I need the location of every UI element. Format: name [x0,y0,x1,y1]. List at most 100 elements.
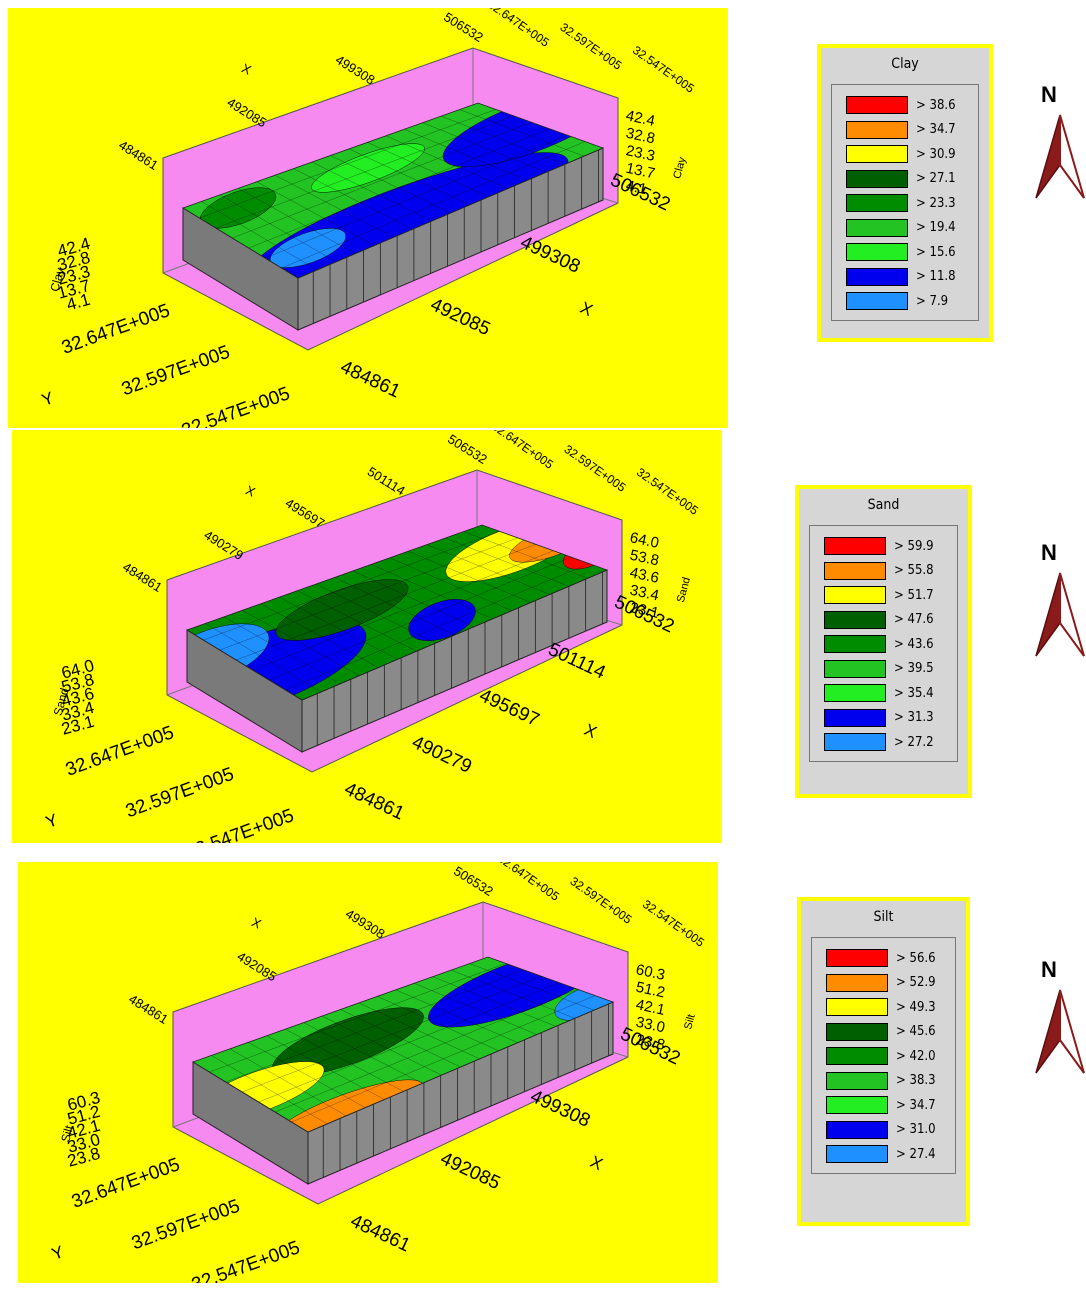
surface-mesh [389,557,512,611]
surface-mesh [248,1042,366,1108]
surface-mesh [219,537,518,651]
legend-label: > 30.9 [916,146,956,162]
surface-mesh [422,122,546,173]
north-arrow: N [1035,82,1085,199]
legend-entry: > 56.6 [826,946,947,971]
legend-entry: > 31.0 [826,1118,947,1143]
legend-label: > 11.8 [916,269,956,285]
legend-swatch [846,267,908,286]
z-tick-label: 33.0 [634,1014,666,1037]
legend-label: > 55.8 [894,563,934,579]
legend-label: > 52.9 [896,975,936,991]
surface-mesh [225,969,524,1083]
legend-swatch [824,586,886,605]
legend-label: > 31.3 [894,710,934,726]
legend-swatch [846,120,908,139]
legend-entry: > 49.3 [826,995,947,1020]
legend-box: > 38.6 > 34.7 > 30.9 > 27.1 > 23.3 > 19.4 > 15… [831,84,979,321]
surface-mesh [463,531,589,579]
north-arrow: N [1035,540,1085,657]
legend-entry: > 52.9 [826,971,947,996]
z-axis-label: Clay [47,266,67,293]
surface-mesh [371,564,493,619]
north-label: N [1041,957,1057,982]
surface-mesh [377,996,499,1051]
legend: Clay > 38.6 > 34.7 > 30.9 > 27.1 > 23.3 > 19.4… [817,44,993,342]
z-tick-label: 23.1 [628,599,660,622]
legend-box: > 59.9 > 55.8 > 51.7 > 47.6 > 43.6 > 39.5 > 35… [809,525,958,762]
surface-mesh [385,135,508,189]
legend-swatch [824,733,886,752]
surface-mesh [432,976,556,1027]
surface-mesh [330,155,451,214]
legend-label: > 56.6 [896,950,936,966]
surface-mesh [203,531,500,641]
legend-label: > 27.2 [894,734,934,750]
surface-mesh [408,551,531,603]
legend-title: Clay [891,56,919,72]
surface-mesh [315,583,436,644]
legend-entry: > 27.1 [846,167,970,192]
legend-swatch [826,949,888,968]
surface-mesh [242,610,360,676]
legend-entry: > 59.9 [824,534,949,559]
legend-entry: > 34.7 [846,118,970,143]
surface-mesh [321,1015,442,1076]
z-tick-label: 33.4 [628,582,660,605]
legend-swatch [824,708,886,727]
surface-mesh [367,142,489,197]
legend-swatch [826,1096,888,1115]
surface-mesh [238,188,356,254]
surface-mesh [334,577,455,636]
surface-plot: 4848614848614920854920854993084993085065… [18,862,718,1283]
surface-mesh [426,544,550,595]
surface-mesh [219,194,337,262]
legend-swatch [826,1071,888,1090]
z-tick-label: 42.1 [634,996,666,1019]
legend-label: > 49.3 [896,999,936,1015]
surface-mesh [469,963,595,1011]
surface-mesh [348,148,470,206]
surface-mesh [395,989,518,1043]
legend-swatch [846,243,908,262]
legend-swatch [824,684,886,703]
surface-mesh [275,988,578,1113]
legend-entry: > 15.6 [846,240,970,265]
z-tick-label: 13.7 [624,160,656,183]
arrow-right [1059,989,1085,1074]
legend-label: > 51.7 [894,587,934,603]
north-arrow: N [1035,957,1085,1074]
surface-mesh [215,115,514,229]
legend-entry: > 47.6 [824,608,949,633]
legend-entry: > 23.3 [846,191,970,216]
legend-entry: > 27.4 [826,1142,947,1167]
legend-title: Silt [873,909,894,925]
legend-entry: > 27.2 [824,730,949,755]
surface-mesh [199,109,496,219]
legend-entry: > 45.6 [826,1020,947,1045]
surface-mesh [311,161,432,222]
surface-zone [275,579,409,641]
z-tick-label: 43.6 [628,564,660,587]
legend-swatch [826,1047,888,1066]
surface-mesh [340,1009,461,1068]
arrow-left [1035,989,1061,1074]
surface-mesh [352,570,474,628]
legend-entry: > 35.4 [824,681,949,706]
surface-mesh [275,175,394,238]
z-tick-label: 42.4 [624,107,656,130]
z-axis-label: Silt [682,1013,698,1031]
legend-label: > 42.0 [896,1048,936,1064]
legend-swatch [824,537,886,556]
legend-swatch [824,659,886,678]
legend-swatch [824,561,886,580]
surface-mesh [258,982,560,1103]
legend-label: > 34.7 [916,122,956,138]
legend-label: > 7.9 [916,293,949,309]
arrow-right [1059,114,1085,199]
legend-label: > 47.6 [894,612,934,628]
surface-mesh [236,544,536,661]
surface-outline [186,524,609,701]
surface-mesh [285,1029,404,1092]
